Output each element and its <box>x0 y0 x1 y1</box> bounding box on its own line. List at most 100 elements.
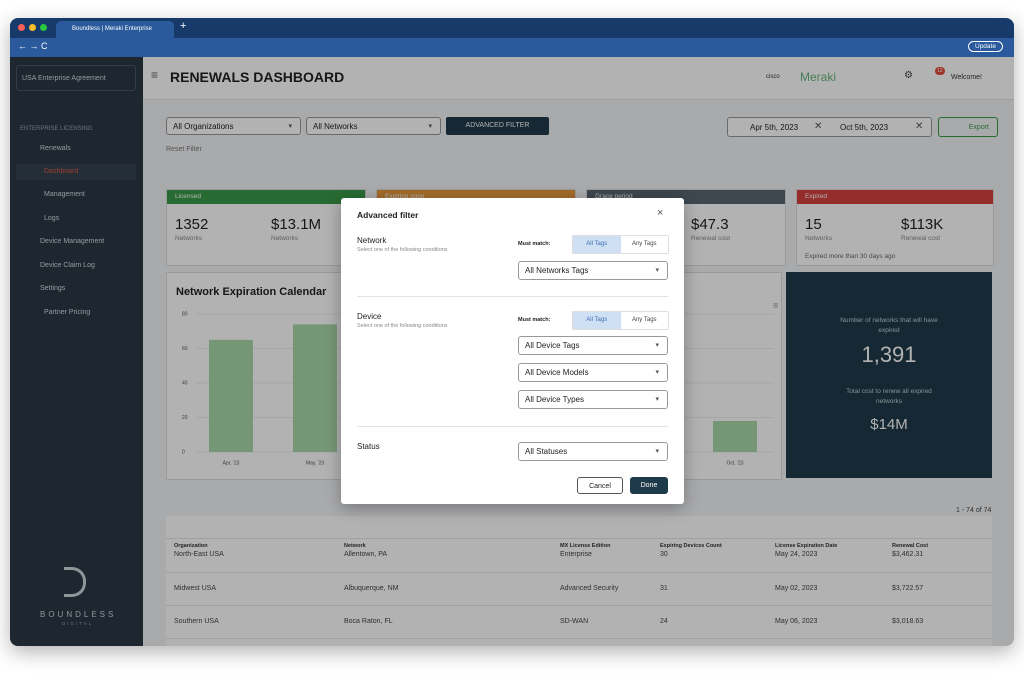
table-range: 1 - 74 of 74 <box>956 507 992 514</box>
cell: Advanced Security <box>560 584 619 592</box>
section-label: Network <box>357 236 387 245</box>
toggle-all[interactable]: All Tags <box>573 236 621 253</box>
card-cost: $47.3 <box>691 216 729 233</box>
card-cost: $13.1M <box>271 216 322 233</box>
nav-item[interactable]: Management <box>44 191 85 198</box>
header: ≡ RENEWALS DASHBOARD cisco Meraki ⚙ 12 W… <box>143 57 1014 100</box>
cell: $3,722.57 <box>892 584 924 592</box>
select[interactable]: All Device Types <box>518 390 668 409</box>
section: ENTERPRISE LICENSING <box>20 126 93 132</box>
cell: SD-WAN <box>560 618 589 625</box>
nav-item[interactable]: Renewals <box>40 145 71 152</box>
toggle-any[interactable]: Any Tags <box>631 317 657 323</box>
card-header: Licensed <box>167 190 365 204</box>
logo: BOUNDLESS <box>40 610 117 619</box>
nav-item[interactable]: Device Management <box>40 238 105 245</box>
modal-title: Advanced filter <box>357 210 419 220</box>
bar <box>209 339 253 452</box>
select[interactable]: All Device Models <box>518 363 668 382</box>
section-label: Status <box>357 442 380 451</box>
update-button[interactable]: Update <box>968 41 1003 52</box>
y-tick-label: 20 <box>182 415 188 421</box>
cell: $3,018.63 <box>892 618 924 625</box>
y-tick-label: 60 <box>182 346 188 352</box>
date-range[interactable]: Apr 5th, 2023 ✕ Oct 5th, 2023 ✕ <box>727 117 932 137</box>
cell: Albuquerque, NM <box>344 584 399 592</box>
logo-sub: DIGITAL <box>62 621 94 626</box>
page-title: RENEWALS DASHBOARD <box>170 69 345 85</box>
card-label: Renewal cost <box>901 235 941 242</box>
nav-item[interactable]: Settings <box>40 285 66 292</box>
cell: May 02, 2023 <box>775 584 818 592</box>
card-header: Expired <box>797 190 993 204</box>
browser-window: Boundless | Meraki Enterprise + ← → C Up… <box>10 18 1014 646</box>
account-select[interactable]: USA Enterprise Agreement <box>16 65 136 91</box>
cell: May 24, 2023 <box>775 551 818 558</box>
nav-item[interactable]: Partner Pricing <box>44 309 91 316</box>
card-cost: $113K <box>901 216 944 233</box>
y-tick-label: 40 <box>182 380 188 386</box>
close[interactable]: × <box>657 207 664 219</box>
section-hint: Select one of the following conditions <box>357 323 448 329</box>
section-hint: Select one of the following conditions <box>357 247 448 253</box>
tab[interactable]: Boundless | Meraki Enterprise <box>56 21 174 38</box>
card-label: Renewal cost <box>691 235 731 242</box>
cell: 24 <box>660 618 668 625</box>
nav-item[interactable]: Device Claim Log <box>40 262 95 269</box>
done-button[interactable]: Done <box>630 477 668 494</box>
toggle-all[interactable]: All Tags <box>573 312 621 329</box>
advanced-filter-button[interactable]: ADVANCED FILTER <box>446 117 549 135</box>
brand: Meraki <box>800 70 837 84</box>
x-tick-label: Apr, '23 <box>223 460 240 466</box>
cancel-button[interactable]: Cancel <box>577 477 623 494</box>
bar <box>713 420 757 452</box>
network-select[interactable]: All Networks <box>306 117 441 136</box>
summary-value: $14M <box>870 416 908 433</box>
summary-value: 1,391 <box>861 342 917 367</box>
cell: North-East USA <box>174 551 224 558</box>
cell: Allentown, PA <box>344 551 388 558</box>
export-button[interactable]: Export <box>938 117 998 137</box>
cell: 30 <box>660 551 668 558</box>
y-tick-label: 0 <box>182 449 185 455</box>
sidebar: USA Enterprise Agreement ENTERPRISE LICE… <box>10 57 143 646</box>
nav-item[interactable]: Logs <box>44 215 60 222</box>
date-from[interactable]: Apr 5th, 2023 <box>750 123 799 132</box>
select[interactable]: All Statuses <box>518 442 668 461</box>
cell: Midwest USA <box>174 584 217 592</box>
summary-panel: Number of networks that will have expire… <box>786 272 992 478</box>
card-count: 1352 <box>175 216 209 233</box>
card-label: Networks <box>271 235 299 242</box>
svg-text:≡: ≡ <box>773 300 778 310</box>
cell: 31 <box>660 584 668 592</box>
match-label: Must match: <box>518 241 551 247</box>
cell: Enterprise <box>560 551 592 558</box>
column-header: Organization <box>174 543 208 549</box>
card-count: 15 <box>805 216 822 233</box>
nav-item[interactable]: Dashboard <box>44 168 79 175</box>
select[interactable]: All Networks Tags <box>518 261 668 280</box>
y-tick-label: 80 <box>182 311 188 317</box>
cell: Southern USA <box>174 618 219 625</box>
match-toggle: All Tags Any Tags <box>572 235 669 254</box>
card: Expired 15 Networks $113K Renewal cost E… <box>796 189 994 266</box>
modal: Advanced filter × Network Select one of … <box>341 198 684 504</box>
column-header: Renewal Cost <box>892 543 929 549</box>
summary-label: Number of networks that will have expire… <box>840 317 938 334</box>
x-tick-label: Oct, '23 <box>726 460 743 466</box>
reset-filter[interactable]: Reset Filter <box>166 146 202 153</box>
chart: Network Expiration Calendar ≡ 0 20 40 60 80 A… <box>176 286 778 466</box>
toggle-any[interactable]: Any Tags <box>631 241 657 247</box>
select[interactable]: All Device Tags <box>518 336 668 355</box>
card-note: Expired more than 30 days ago <box>805 253 896 260</box>
match-toggle: All Tags Any Tags <box>572 311 669 330</box>
match-label: Must match: <box>518 317 551 323</box>
card-label: Networks <box>175 235 203 242</box>
cisco: cisco <box>766 74 780 80</box>
card: Licensed 1352 Networks $13.1M Networks <box>166 189 366 266</box>
date-to[interactable]: Oct 5th, 2023 <box>840 123 889 132</box>
address-bar: ← → C Update <box>10 38 1014 57</box>
new-tab[interactable]: + <box>180 20 187 32</box>
org-select[interactable]: All Organizations <box>166 117 301 136</box>
